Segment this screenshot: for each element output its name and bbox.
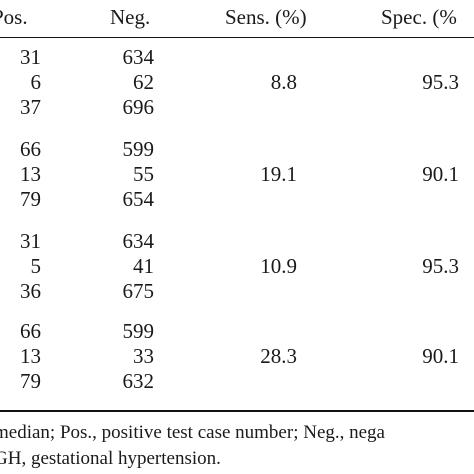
pos-cell: 79	[20, 187, 41, 211]
neg-cell: 632	[122, 369, 155, 393]
footnote-line-1: median; Pos., positive test case number;…	[0, 422, 385, 443]
pos-cell: 36	[20, 279, 41, 303]
pos-cell: 5	[30, 254, 42, 278]
sens-cell: 10.9	[260, 254, 297, 278]
neg-cell: 55	[133, 162, 154, 186]
neg-cell: 654	[122, 187, 155, 211]
neg-cell: 634	[122, 229, 155, 253]
pos-cell: 13	[20, 344, 41, 368]
pos-cell: 66	[20, 137, 41, 161]
neg-cell: 41	[133, 254, 154, 278]
pos-cell: 79	[20, 369, 41, 393]
neg-cell: 62	[133, 70, 154, 94]
spec-cell: 95.3	[422, 254, 459, 278]
neg-cell: 675	[122, 279, 155, 303]
header-pos: Pos.	[0, 5, 28, 29]
pos-cell: 31	[20, 229, 41, 253]
header-neg: Neg.	[110, 5, 151, 29]
neg-cell: 696	[122, 95, 155, 119]
pos-cell: 37	[20, 95, 41, 119]
spec-cell: 95.3	[422, 70, 459, 94]
footnote-line-2: GH, gestational hypertension.	[0, 448, 221, 469]
neg-cell: 634	[122, 45, 155, 69]
spec-cell: 90.1	[422, 162, 459, 186]
sens-cell: 28.3	[260, 344, 297, 368]
spec-cell: 90.1	[422, 344, 459, 368]
pos-cell: 13	[20, 162, 41, 186]
neg-cell: 599	[122, 319, 155, 343]
header-rule	[0, 37, 474, 38]
neg-cell: 33	[133, 344, 154, 368]
sens-cell: 19.1	[260, 162, 297, 186]
table-bottom-rule	[0, 410, 474, 412]
header-spec: Spec. (%	[381, 5, 457, 29]
pos-cell: 6	[30, 70, 42, 94]
pos-cell: 66	[20, 319, 41, 343]
header-sens: Sens. (%)	[225, 5, 307, 29]
sens-cell: 8.8	[270, 70, 297, 94]
pos-cell: 31	[20, 45, 41, 69]
neg-cell: 599	[122, 137, 155, 161]
